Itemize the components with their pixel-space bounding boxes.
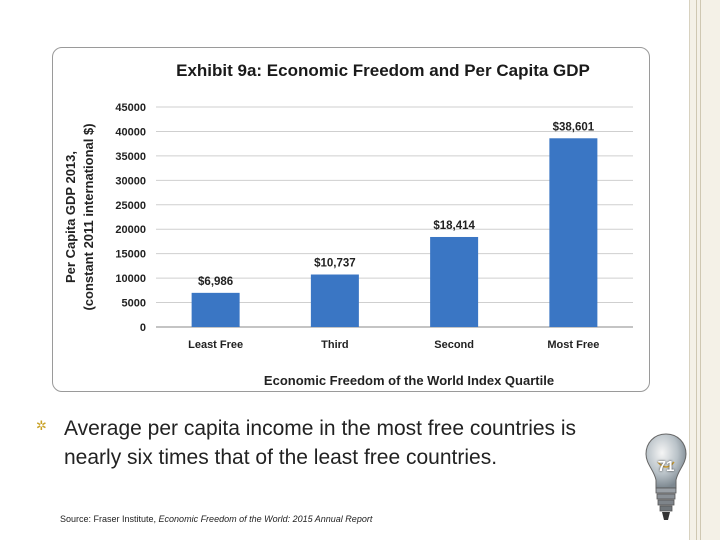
y-tick-label: 25000	[115, 200, 146, 212]
x-axis-label: Economic Freedom of the World Index Quar…	[264, 373, 554, 388]
y-tick-label: 10000	[115, 273, 146, 285]
bar	[430, 236, 479, 327]
source-report-title: Economic Freedom of the World: 2015 Annu…	[158, 514, 373, 524]
source-prefix: Source: Fraser Institute,	[60, 514, 159, 524]
y-tick-label: 35000	[115, 151, 146, 163]
y-tick-label: 15000	[115, 249, 146, 261]
y-axis-label-line1: Per Capita GDP 2013,	[63, 151, 78, 283]
x-tick-label: Least Free	[188, 339, 243, 351]
chart-title: Exhibit 9a: Economic Freedom and Per Cap…	[176, 61, 590, 80]
x-tick-label: Second	[434, 339, 474, 351]
bar-chart: Exhibit 9a: Economic Freedom and Per Cap…	[63, 61, 633, 388]
sun-bullet-icon: ✲	[36, 418, 47, 433]
y-tick-label: 5000	[122, 298, 146, 310]
y-tick-label: 30000	[115, 175, 146, 187]
x-tick-label: Most Free	[547, 339, 599, 351]
data-label: $38,601	[553, 121, 595, 133]
chart-frame: Exhibit 9a: Economic Freedom and Per Cap…	[52, 47, 650, 392]
lightbulb-icon	[645, 433, 687, 520]
bar	[549, 138, 598, 327]
data-label: $18,414	[433, 220, 475, 232]
data-label: $10,737	[314, 258, 356, 270]
y-tick-label: 45000	[115, 102, 146, 114]
y-tick-label: 0	[140, 322, 146, 334]
slide-number: 71	[657, 458, 675, 475]
y-tick-label: 40000	[115, 126, 146, 138]
decorative-side-border	[689, 0, 720, 540]
bar	[191, 292, 240, 327]
x-tick-label: Third	[321, 339, 349, 351]
y-tick-label: 20000	[115, 224, 146, 236]
y-axis-label-line2: (constant 2011 international $)	[81, 123, 96, 310]
bar	[310, 274, 359, 327]
bullet-text: Average per capita income in the most fr…	[64, 417, 577, 469]
data-label: $6,986	[198, 276, 233, 288]
source-citation: Source: Fraser Institute, Economic Freed…	[60, 514, 372, 524]
